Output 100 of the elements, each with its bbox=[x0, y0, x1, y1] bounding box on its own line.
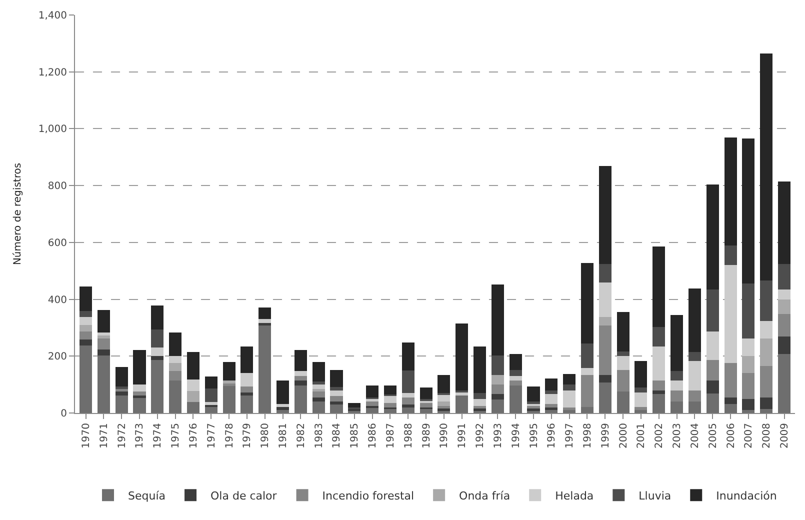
bar bbox=[652, 380, 666, 391]
x-tick-label: 1970 bbox=[81, 423, 92, 448]
bar bbox=[491, 374, 504, 385]
bar bbox=[760, 366, 773, 398]
bar bbox=[563, 384, 576, 391]
bar bbox=[294, 370, 307, 376]
bar bbox=[384, 385, 396, 395]
bar bbox=[438, 402, 450, 406]
bar bbox=[545, 390, 558, 394]
bar bbox=[652, 326, 666, 346]
bar bbox=[169, 370, 182, 381]
bar bbox=[294, 350, 307, 371]
bar bbox=[402, 407, 414, 413]
bar bbox=[670, 380, 684, 391]
bar bbox=[133, 350, 146, 385]
legend-label: Ola de calor bbox=[210, 489, 278, 502]
bar bbox=[169, 380, 182, 413]
x-tick-label: 1997 bbox=[564, 423, 576, 448]
bar bbox=[616, 391, 630, 413]
bar bbox=[79, 345, 92, 413]
x-tick-label: 1986 bbox=[368, 423, 379, 448]
bar bbox=[384, 403, 396, 408]
bar bbox=[258, 318, 272, 323]
bar bbox=[598, 326, 612, 375]
x-tick-label: 1991 bbox=[457, 423, 468, 448]
bar bbox=[742, 372, 755, 399]
bar bbox=[509, 385, 522, 413]
x-tick-label: 1977 bbox=[206, 423, 218, 448]
x-tick-label: 2009 bbox=[780, 423, 790, 448]
bar bbox=[598, 316, 612, 326]
x-tick-label: 1983 bbox=[314, 423, 325, 448]
bar bbox=[97, 349, 110, 356]
bar bbox=[724, 138, 737, 246]
bar bbox=[527, 406, 540, 409]
bar bbox=[133, 384, 146, 392]
bar bbox=[616, 370, 630, 392]
x-tick-label: 2003 bbox=[672, 423, 684, 448]
bar bbox=[670, 370, 684, 381]
bar bbox=[778, 264, 791, 290]
bar bbox=[742, 398, 755, 410]
bar bbox=[115, 366, 128, 387]
x-tick-label: 1972 bbox=[116, 423, 128, 448]
bar bbox=[420, 387, 432, 399]
bar bbox=[222, 362, 236, 381]
bar bbox=[509, 376, 522, 381]
bar bbox=[276, 407, 290, 410]
bar bbox=[438, 374, 450, 394]
x-tick-label: 2001 bbox=[636, 423, 648, 448]
bar bbox=[527, 386, 540, 402]
legend-label: Sequía bbox=[128, 489, 166, 502]
bar bbox=[204, 376, 218, 389]
x-tick-label: 1985 bbox=[350, 423, 361, 448]
bar bbox=[724, 362, 737, 398]
bar bbox=[402, 397, 414, 404]
bar bbox=[652, 246, 666, 327]
bar bbox=[366, 402, 379, 406]
x-tick-label: 1998 bbox=[582, 423, 594, 448]
bar bbox=[724, 245, 737, 265]
bar bbox=[688, 352, 701, 361]
bar bbox=[598, 382, 612, 413]
bar bbox=[133, 391, 146, 396]
bar bbox=[186, 380, 200, 391]
bar bbox=[778, 336, 791, 354]
bar bbox=[616, 356, 630, 370]
bar bbox=[563, 390, 576, 408]
bar bbox=[670, 390, 684, 402]
bar bbox=[778, 299, 791, 314]
bar bbox=[598, 166, 612, 264]
bar bbox=[742, 356, 755, 373]
bar bbox=[294, 376, 307, 381]
y-tick-label: 600 bbox=[48, 238, 67, 249]
bar bbox=[580, 374, 594, 408]
x-tick-label: 2007 bbox=[744, 423, 755, 448]
bar bbox=[545, 378, 558, 391]
bar bbox=[330, 404, 343, 413]
bar bbox=[115, 391, 128, 396]
bar bbox=[240, 395, 254, 413]
bar bbox=[706, 380, 719, 394]
bar bbox=[706, 332, 719, 360]
bar bbox=[760, 338, 773, 366]
x-tick-label: 1992 bbox=[475, 423, 486, 448]
bar bbox=[312, 392, 325, 398]
y-tick-label: 800 bbox=[48, 181, 67, 192]
bar bbox=[151, 305, 164, 330]
bar bbox=[670, 314, 684, 371]
y-tick-label: 200 bbox=[48, 352, 67, 363]
bar bbox=[79, 286, 92, 311]
bar bbox=[384, 408, 396, 413]
bar bbox=[240, 372, 254, 387]
legend-label: Helada bbox=[555, 489, 594, 502]
y-axis-title: Número de registros bbox=[12, 162, 24, 266]
x-tick-label: 1995 bbox=[528, 423, 540, 448]
bar bbox=[760, 397, 773, 410]
bar bbox=[330, 402, 343, 404]
bar bbox=[598, 282, 612, 317]
bar bbox=[778, 354, 791, 413]
bar bbox=[634, 387, 648, 393]
x-tick-label: 2008 bbox=[762, 423, 773, 448]
bar bbox=[742, 338, 755, 356]
bar bbox=[474, 398, 486, 406]
